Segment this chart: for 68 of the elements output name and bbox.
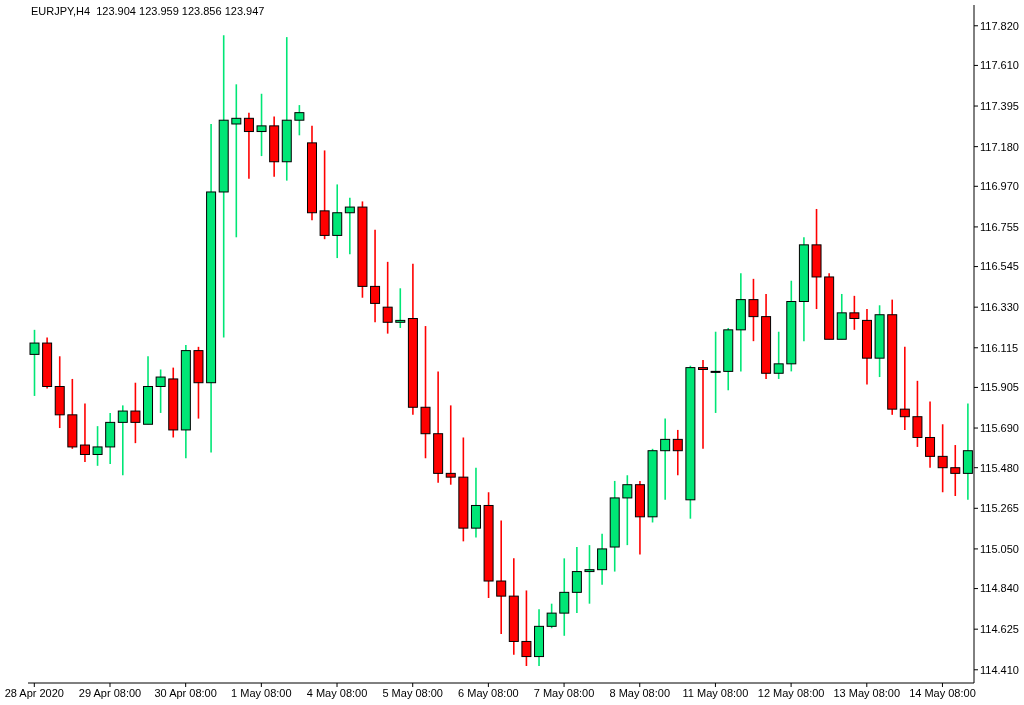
y-tick-label: 116.115 — [980, 341, 1019, 354]
candlestick — [256, 92, 267, 157]
candlestick — [395, 287, 406, 329]
candlestick — [672, 429, 683, 477]
candlestick — [117, 404, 128, 477]
x-tick-label: 13 May 08:00 — [833, 687, 901, 699]
y-tick-label: 114.840 — [980, 582, 1019, 595]
x-tick-label: 29 Apr 08:00 — [78, 687, 142, 699]
candlestick — [546, 602, 557, 630]
y-tick-label: 115.265 — [980, 502, 1019, 515]
candlestick — [597, 533, 608, 586]
y-tick-label: 117.180 — [980, 140, 1019, 153]
y-tick-label: 116.970 — [980, 180, 1019, 193]
y-tick-label: 115.690 — [980, 421, 1019, 434]
candlestick — [496, 519, 507, 635]
x-tick-label: 11 May 08:00 — [682, 687, 749, 699]
candlestick — [849, 295, 860, 331]
candlestick — [660, 417, 671, 501]
candlestick — [382, 261, 393, 335]
y-tick-label: 117.395 — [980, 99, 1019, 112]
x-tick-label: 5 May 08:00 — [382, 687, 443, 699]
x-tick-label: 7 May 08:00 — [533, 687, 595, 699]
x-tick-label: 1 May 08:00 — [231, 687, 292, 699]
candlestick — [155, 368, 166, 414]
candlestick — [912, 380, 923, 448]
y-tick-label: 117.610 — [980, 59, 1019, 72]
candlestick — [559, 557, 570, 637]
y-tick-label: 114.410 — [980, 663, 1019, 676]
x-tick-label: 30 Apr 08:00 — [154, 687, 217, 699]
candlestick — [773, 330, 784, 380]
x-tick-label: 8 May 08:00 — [609, 687, 671, 699]
candlestick — [899, 346, 910, 431]
candlestick — [470, 466, 481, 539]
candlestick — [698, 359, 709, 450]
candlestick — [521, 589, 532, 667]
candlestick — [937, 423, 948, 494]
candlestick — [710, 330, 721, 414]
y-tick-label: 114.625 — [980, 623, 1019, 636]
y-tick-label: 115.050 — [980, 542, 1019, 555]
x-tick-label: 6 May 08:00 — [458, 687, 519, 699]
candlestick — [243, 111, 254, 180]
candlestick — [294, 104, 305, 137]
y-tick-label: 116.330 — [980, 301, 1019, 314]
candlestick — [445, 404, 456, 486]
y-tick-label: 117.820 — [980, 19, 1019, 32]
candlestick — [332, 183, 343, 259]
x-tick-label: 14 May 08:00 — [909, 687, 976, 699]
candlestick — [79, 402, 90, 463]
candlestick — [571, 546, 582, 614]
y-tick-label: 116.755 — [980, 220, 1019, 233]
candlestick — [29, 329, 40, 397]
candlestick — [950, 444, 961, 497]
y-tick-label: 115.480 — [980, 461, 1019, 474]
candlestick — [925, 400, 936, 469]
candlestick — [748, 278, 759, 342]
candlestick — [584, 544, 595, 605]
candlestick — [231, 83, 242, 239]
y-tick-label: 115.905 — [980, 381, 1019, 394]
y-tick-label: 116.545 — [980, 260, 1019, 273]
x-tick-label: 4 May 08:00 — [306, 687, 368, 699]
candlestick — [130, 381, 141, 444]
x-tick-label: 12 May 08:00 — [757, 687, 825, 699]
candlestick — [92, 425, 103, 467]
candlestick — [344, 196, 355, 256]
candlestick — [622, 474, 633, 546]
x-tick-label: 28 Apr 2020 — [4, 687, 64, 699]
chart-title: EURJPY,H4 123.904 123.959 123.856 123.947 — [31, 5, 265, 18]
candlestick — [370, 228, 381, 324]
